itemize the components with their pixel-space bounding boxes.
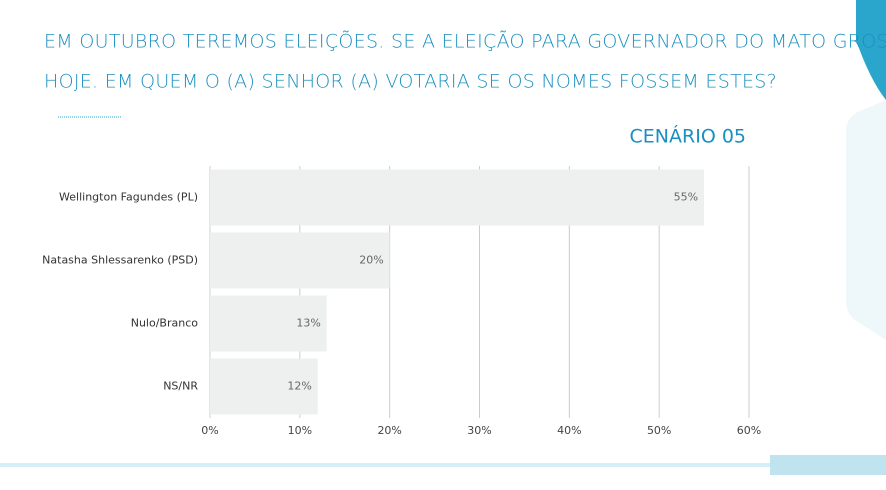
y-tick-label: Nulo/Branco [131, 317, 199, 330]
decor-line [0, 463, 886, 467]
x-tick-label: 10% [288, 424, 312, 437]
value-label: 55% [674, 191, 698, 204]
x-tick-label: 0% [201, 424, 218, 437]
value-label: 12% [287, 380, 311, 393]
x-tick-label: 40% [557, 424, 581, 437]
decor-shape [770, 455, 886, 475]
decor-shape [846, 100, 886, 340]
decor-shape [856, 0, 886, 100]
x-tick-label: 50% [647, 424, 671, 437]
bar [210, 169, 705, 226]
value-label: 20% [359, 254, 383, 267]
value-label: 13% [296, 317, 320, 330]
x-tick-label: 60% [737, 424, 761, 437]
y-tick-label: Wellington Fagundes (PL) [59, 191, 198, 204]
x-tick-label: 20% [377, 424, 401, 437]
chart-subtitle: CENÁRIO 05 [630, 125, 746, 148]
chart-title: HOJE. EM QUEM O (A) SENHOR (A) VOTARIA S… [44, 71, 777, 93]
y-tick-label: Natasha Shlessarenko (PSD) [42, 254, 198, 267]
x-tick-label: 30% [467, 424, 491, 437]
chart-title: EM OUTUBRO TEREMOS ELEIÇÕES. SE A ELEIÇÃ… [44, 30, 886, 53]
bar [210, 358, 318, 415]
y-tick-label: NS/NR [163, 380, 198, 393]
bar [210, 295, 327, 352]
bar [210, 232, 390, 289]
